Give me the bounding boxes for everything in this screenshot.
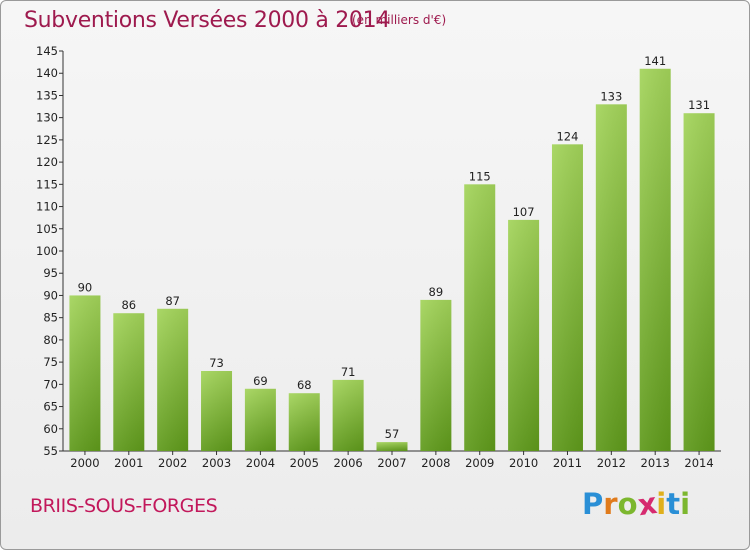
y-tick-label: 135: [36, 88, 58, 102]
logo-letter: x: [635, 485, 659, 523]
data-label-2005: 68: [297, 378, 312, 392]
bar-shade-2000: [69, 295, 101, 451]
x-tick-label: 2008: [421, 456, 450, 470]
chart-title: Subventions Versées 2000 à 2014: [24, 8, 391, 33]
x-tick-label: 2012: [597, 456, 626, 470]
x-tick-label: 2004: [246, 456, 275, 470]
commune-name: BRIIS-SOUS-FORGES: [30, 495, 218, 517]
y-tick-label: 130: [36, 111, 58, 125]
x-tick-label: 2003: [202, 456, 231, 470]
y-tick-label: 140: [36, 66, 58, 80]
data-label-2001: 86: [121, 298, 136, 312]
y-axis: 55 60 65 70 75 80 85 90 95 100 105 110 115 120 125 130 1…: [36, 44, 64, 458]
data-label-2014: 131: [688, 98, 710, 112]
y-tick-label: 55: [43, 444, 58, 458]
y-tick-label: 80: [43, 333, 58, 347]
y-tick-label: 95: [43, 266, 58, 280]
x-tick-label: 2010: [509, 456, 538, 470]
data-label-2010: 107: [513, 205, 535, 219]
bar-shade-2014: [683, 113, 715, 451]
bar-shade-2009: [464, 184, 496, 452]
data-label-2003: 73: [209, 356, 224, 370]
proxiti-logo[interactable]: Proxiti: [582, 485, 691, 523]
x-tick-label: 2006: [333, 456, 362, 470]
logo-letter: t: [666, 487, 681, 521]
y-tick-label: 60: [43, 422, 58, 436]
logo-letter: i: [680, 487, 691, 521]
logo-letter: i: [656, 487, 667, 521]
bar-shade-2012: [595, 104, 627, 451]
logo-letter: P: [582, 487, 604, 521]
bar-shade-2007: [376, 442, 408, 451]
y-tick-label: 100: [36, 244, 58, 258]
bar-shade-2006: [332, 379, 364, 451]
bars: [69, 68, 715, 452]
x-tick-label: 2013: [641, 456, 670, 470]
data-label-2013: 141: [644, 54, 666, 68]
bar-shade-2002: [157, 308, 189, 451]
data-label-2007: 57: [385, 427, 400, 441]
x-tick-label: 2014: [684, 456, 713, 470]
y-tick-label: 90: [43, 288, 58, 302]
bar-shade-2001: [113, 313, 145, 451]
y-tick-label: 115: [36, 177, 58, 191]
bar-shade-2004: [244, 388, 276, 451]
y-tick-label: 70: [43, 377, 58, 391]
y-tick-label: 125: [36, 133, 58, 147]
bar-shade-2008: [420, 299, 452, 451]
y-tick-label: 145: [36, 44, 58, 58]
y-tick-label: 110: [36, 200, 58, 214]
data-label-2002: 87: [165, 294, 180, 308]
logo-letter: r: [603, 487, 618, 521]
y-tick-label: 85: [43, 311, 58, 325]
y-tick-label: 105: [36, 222, 58, 236]
data-label-2006: 71: [341, 365, 356, 379]
x-tick-label: 2002: [158, 456, 187, 470]
y-tick-label: 75: [43, 355, 58, 369]
x-tick-label: 2007: [377, 456, 406, 470]
bar-shade-2003: [201, 371, 233, 451]
y-tick-label: 65: [43, 400, 58, 414]
y-tick-label: 120: [36, 155, 58, 169]
x-tick-label: 2001: [114, 456, 143, 470]
x-tick-label: 2009: [465, 456, 494, 470]
data-label-2000: 90: [78, 280, 93, 294]
data-labels: 90 86 87 73 69 68 71 57 89 115 107 124 133 141 131: [78, 54, 710, 441]
data-label-2012: 133: [600, 89, 622, 103]
data-label-2008: 89: [429, 285, 444, 299]
x-tick-label: 2000: [70, 456, 99, 470]
data-label-2004: 69: [253, 374, 268, 388]
logo-letter: o: [617, 487, 638, 521]
bar-shade-2013: [639, 68, 671, 452]
x-tick-label: 2005: [290, 456, 319, 470]
bar-shade-2011: [551, 144, 583, 452]
chart-subtitle: (en milliers d'€): [352, 13, 447, 27]
x-tick-label: 2011: [553, 456, 582, 470]
data-label-2009: 115: [469, 169, 491, 183]
x-axis: 2000 2001 2002 2003 2004 2005 2006 2007 2008 2009…: [63, 450, 721, 470]
data-label-2011: 124: [556, 129, 578, 143]
bar-shade-2005: [288, 393, 320, 451]
bar-shade-2010: [508, 219, 540, 451]
